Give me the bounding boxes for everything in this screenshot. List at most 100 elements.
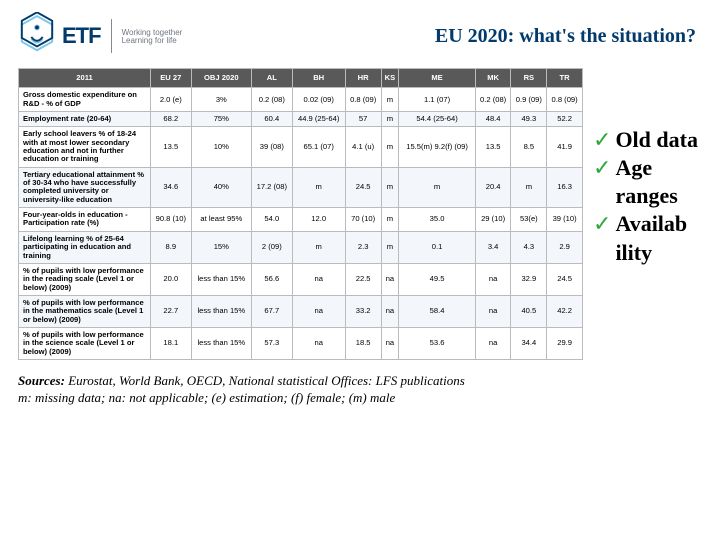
table-cell: 0.1 [399,231,475,263]
etf-logo: ETF Working together Learning for life [18,12,182,60]
bullet-age-ranges: ✓Age ranges [593,154,714,210]
table-cell: 20.0 [151,263,192,295]
table-row: Gross domestic expenditure on R&D - % of… [19,88,583,112]
bullet-availability: ✓Availab ility [593,210,714,266]
table-cell: 4.1 (u) [345,127,381,167]
table-cell: 90.8 (10) [151,208,192,232]
table-row: % of pupils with low performance in the … [19,263,583,295]
table-cell: 32.9 [511,263,547,295]
table-cell: 2 (09) [252,231,293,263]
bullet-old-data: ✓Old data [593,126,714,154]
sources-footnote: Sources: Eurostat, World Bank, OECD, Nat… [0,366,720,407]
table-cell: 24.5 [345,167,381,207]
table-cell: 40.5 [511,295,547,327]
table-cell: 13.5 [475,127,511,167]
table-cell: 22.7 [151,295,192,327]
table-cell: 10% [191,127,251,167]
table-cell: 0.8 (09) [547,88,583,112]
table-cell: 39 (10) [547,208,583,232]
table-cell: 68.2 [151,112,192,127]
row-label: % of pupils with low performance in the … [19,295,151,327]
logo-tagline: Working together Learning for life [122,29,183,46]
table-row: Early school leavers % of 18-24 with at … [19,127,583,167]
table-cell: 34.4 [511,327,547,359]
table-cell: na [381,327,399,359]
table-cell: 0.2 (08) [252,88,293,112]
table-cell: 29.9 [547,327,583,359]
table-cell: na [292,263,345,295]
table-cell: less than 15% [191,327,251,359]
table-cell: 49.5 [399,263,475,295]
check-icon: ✓ [593,210,611,238]
table-cell: 18.1 [151,327,192,359]
table-row: Tertiary educational attainment % of 30-… [19,167,583,207]
table-cell: 75% [191,112,251,127]
table-cell: 57.3 [252,327,293,359]
table-cell: m [292,167,345,207]
table-cell: 0.8 (09) [345,88,381,112]
col-mk: MK [475,69,511,88]
table-cell: 2.0 (e) [151,88,192,112]
table-cell: na [292,295,345,327]
table-cell: na [381,263,399,295]
table-cell: 20.4 [475,167,511,207]
table-cell: 48.4 [475,112,511,127]
table-cell: 8.9 [151,231,192,263]
table-cell: 65.1 (07) [292,127,345,167]
table-cell: m [381,231,399,263]
table-cell: 52.2 [547,112,583,127]
row-label: Four-year-olds in education - Participat… [19,208,151,232]
table-cell: 53.6 [399,327,475,359]
table-cell: 44.9 (25-64) [292,112,345,127]
table-cell: 0.02 (09) [292,88,345,112]
table-cell: 17.2 (08) [252,167,293,207]
table-cell: 22.5 [345,263,381,295]
check-icon: ✓ [593,126,611,154]
row-label: Tertiary educational attainment % of 30-… [19,167,151,207]
table-cell: 54.4 (25-64) [399,112,475,127]
table-row: Lifelong learning % of 25-64 participati… [19,231,583,263]
table-cell: 33.2 [345,295,381,327]
table-cell: na [475,263,511,295]
row-label: % of pupils with low performance in the … [19,263,151,295]
col-ks: KS [381,69,399,88]
table-cell: 49.3 [511,112,547,127]
table-cell: 53(e) [511,208,547,232]
logo-text: ETF [62,23,101,49]
row-label: Employment rate (20-64) [19,112,151,127]
table-cell: less than 15% [191,263,251,295]
table-cell: 16.3 [547,167,583,207]
indicator-table: 2011 EU 27 OBJ 2020 AL BH HR KS ME MK RS… [18,68,583,360]
etf-hex-icon [18,12,56,60]
table-cell: 40% [191,167,251,207]
col-eu27: EU 27 [151,69,192,88]
col-tr: TR [547,69,583,88]
table-cell: 41.9 [547,127,583,167]
table-cell: 3.4 [475,231,511,263]
table-cell: na [381,295,399,327]
bullet-list: ✓Old data ✓Age ranges ✓Availab ility [593,68,714,360]
table-cell: 15.5(m) 9.2(f) (09) [399,127,475,167]
table-row: % of pupils with low performance in the … [19,295,583,327]
table-cell: 70 (10) [345,208,381,232]
table-cell: 12.0 [292,208,345,232]
table-cell: na [292,327,345,359]
table-cell: 42.2 [547,295,583,327]
table-cell: 34.6 [151,167,192,207]
table-header-row: 2011 EU 27 OBJ 2020 AL BH HR KS ME MK RS… [19,69,583,88]
row-label: Lifelong learning % of 25-64 participati… [19,231,151,263]
data-table-wrap: 2011 EU 27 OBJ 2020 AL BH HR KS ME MK RS… [18,68,583,360]
table-cell: m [381,112,399,127]
table-cell: m [511,167,547,207]
table-cell: 0.2 (08) [475,88,511,112]
check-icon: ✓ [593,154,611,182]
table-cell: 2.9 [547,231,583,263]
table-cell: 24.5 [547,263,583,295]
table-cell: 13.5 [151,127,192,167]
table-row: Four-year-olds in education - Participat… [19,208,583,232]
table-cell: m [381,167,399,207]
table-cell: 8.5 [511,127,547,167]
col-year: 2011 [19,69,151,88]
table-cell: 35.0 [399,208,475,232]
table-cell: at least 95% [191,208,251,232]
